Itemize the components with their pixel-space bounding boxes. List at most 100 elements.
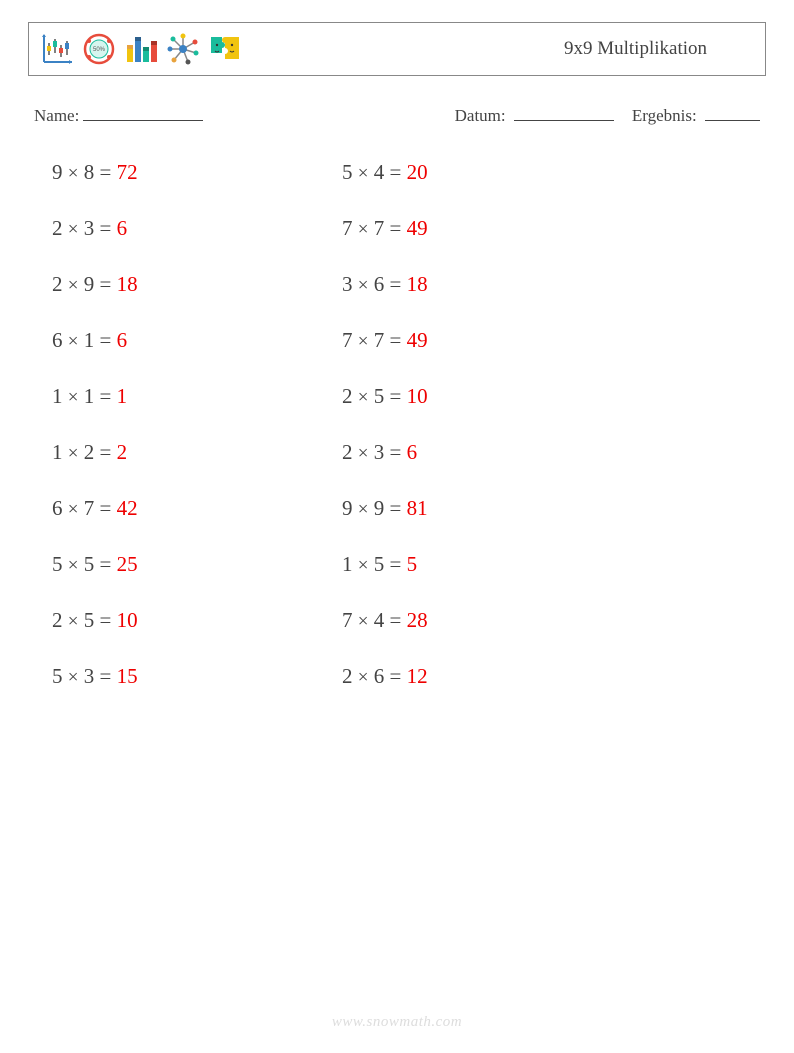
equals-sign: = [389,328,401,352]
problem-row: 1 × 1 = 1 [52,384,342,409]
answer: 81 [407,496,428,520]
operand-b: 1 [84,328,95,352]
multiply-sign: × [358,499,369,520]
gauge-icon: 50% [81,31,117,67]
operand-a: 6 [52,328,63,352]
operand-b: 5 [84,552,95,576]
date-blank[interactable] [514,104,614,121]
multiply-sign: × [358,387,369,408]
icon-strip: 50% [39,31,243,67]
operand-a: 5 [342,160,353,184]
operand-a: 2 [52,216,63,240]
equals-sign: = [389,664,401,688]
multiply-sign: × [68,331,79,352]
operand-b: 7 [84,496,95,520]
name-label: Name: [34,106,79,126]
operand-b: 7 [374,328,385,352]
operand-b: 2 [84,440,95,464]
operand-b: 1 [84,384,95,408]
operand-a: 1 [52,384,63,408]
equals-sign: = [99,440,111,464]
operand-b: 4 [374,608,385,632]
answer: 49 [407,328,428,352]
multiply-sign: × [68,443,79,464]
equals-sign: = [389,384,401,408]
multiply-sign: × [68,611,79,632]
problem-row: 2 × 5 = 10 [342,384,766,409]
answer: 2 [117,440,128,464]
network-icon [165,31,201,67]
name-field: Name: [34,104,203,126]
problem-row: 6 × 7 = 42 [52,496,342,521]
problem-row: 2 × 3 = 6 [52,216,342,241]
problem-row: 7 × 7 = 49 [342,216,766,241]
answer: 25 [117,552,138,576]
problem-row: 1 × 5 = 5 [342,552,766,577]
answer: 6 [117,328,128,352]
operand-a: 1 [52,440,63,464]
operand-a: 9 [52,160,63,184]
equals-sign: = [389,160,401,184]
multiply-sign: × [68,499,79,520]
operand-b: 3 [374,440,385,464]
equals-sign: = [99,328,111,352]
operand-b: 9 [374,496,385,520]
problem-column-right: 5 × 4 = 207 × 7 = 493 × 6 = 187 × 7 = 49… [342,160,766,689]
operand-b: 7 [374,216,385,240]
problem-row: 1 × 2 = 2 [52,440,342,465]
multiply-sign: × [68,667,79,688]
problem-row: 7 × 4 = 28 [342,608,766,633]
answer: 49 [407,216,428,240]
multiply-sign: × [358,275,369,296]
operand-b: 5 [84,608,95,632]
svg-text:50%: 50% [93,47,106,53]
multiply-sign: × [358,611,369,632]
equals-sign: = [99,272,111,296]
problem-row: 9 × 8 = 72 [52,160,342,185]
answer: 28 [407,608,428,632]
operand-a: 2 [342,664,353,688]
operand-a: 5 [52,552,63,576]
multiply-sign: × [358,219,369,240]
operand-b: 5 [374,384,385,408]
equals-sign: = [99,496,111,520]
equals-sign: = [99,552,111,576]
operand-b: 9 [84,272,95,296]
worksheet-title: 9x9 Multiplikation [564,38,707,60]
name-blank[interactable] [83,104,203,121]
problem-row: 3 × 6 = 18 [342,272,766,297]
multiply-sign: × [358,443,369,464]
problem-row: 2 × 5 = 10 [52,608,342,633]
operand-b: 3 [84,216,95,240]
multiply-sign: × [358,163,369,184]
result-blank[interactable] [705,104,760,121]
multiply-sign: × [358,667,369,688]
multiply-sign: × [358,331,369,352]
bar-chart-icon [123,31,159,67]
date-field: Datum: [455,104,614,126]
header-box: 50% [28,22,766,76]
problems-area: 9 × 8 = 722 × 3 = 62 × 9 = 186 × 1 = 61 … [28,160,766,689]
equals-sign: = [99,160,111,184]
answer: 72 [117,160,138,184]
operand-a: 2 [52,272,63,296]
operand-a: 7 [342,608,353,632]
multiply-sign: × [68,163,79,184]
operand-a: 6 [52,496,63,520]
operand-a: 1 [342,552,353,576]
info-row: Name: Datum: Ergebnis: [28,104,766,126]
answer: 18 [407,272,428,296]
puzzle-icon [207,31,243,67]
equals-sign: = [99,216,111,240]
answer: 10 [407,384,428,408]
operand-a: 2 [52,608,63,632]
problem-column-left: 9 × 8 = 722 × 3 = 62 × 9 = 186 × 1 = 61 … [52,160,342,689]
problem-row: 2 × 6 = 12 [342,664,766,689]
result-label: Ergebnis: [632,106,697,125]
operand-a: 2 [342,440,353,464]
answer: 6 [407,440,418,464]
equals-sign: = [389,272,401,296]
line-chart-icon [39,31,75,67]
problem-row: 2 × 3 = 6 [342,440,766,465]
operand-b: 4 [374,160,385,184]
